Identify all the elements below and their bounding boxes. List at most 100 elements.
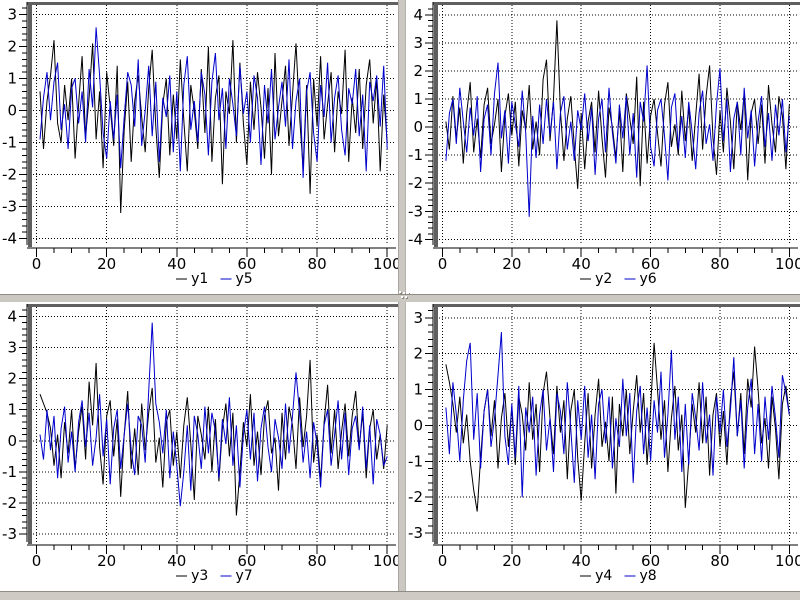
svg-text:0: 0: [7, 432, 17, 450]
svg-text:1: 1: [7, 70, 17, 88]
svg-text:100: 100: [373, 552, 398, 570]
svg-text:3: 3: [7, 338, 17, 356]
svg-text:4: 4: [7, 307, 17, 325]
series-y6: [445, 62, 790, 217]
svg-text:3: 3: [413, 309, 423, 327]
svg-text:-3: -3: [408, 202, 423, 220]
x-tick-labels: 0 20 40 60 80 100: [438, 552, 800, 570]
svg-text:20: 20: [502, 255, 521, 273]
svg-text:0: 0: [438, 255, 448, 273]
y-tick-labels: 3 2 1 0 -1 -2 -3: [408, 309, 423, 542]
y-axis: [425, 304, 434, 542]
grid-lines: [439, 307, 798, 542]
svg-text:y2: y2: [595, 271, 612, 287]
bottom-resize-bar[interactable]: [0, 591, 800, 600]
svg-text:60: 60: [641, 552, 660, 570]
svg-text:0: 0: [32, 552, 42, 570]
svg-text:100: 100: [775, 552, 800, 570]
x-tick-labels: 0 20 40 60 80 100: [438, 255, 800, 273]
svg-text:80: 80: [308, 552, 327, 570]
svg-text:60: 60: [237, 255, 256, 273]
chart-canvas[interactable]: 4 3 2 1 0 -1 -2 -3 0 20 40 60 80 100 y3 y7: [0, 302, 398, 591]
svg-text:-1: -1: [408, 146, 423, 164]
y-axis: [425, 2, 434, 245]
svg-text:2: 2: [413, 62, 423, 80]
x-axis: [433, 247, 798, 257]
horizontal-splitter[interactable]: [0, 294, 800, 302]
chart-canvas[interactable]: 3 2 1 0 -1 -2 -3 -4 0 20 40 60 80 100 y1 y5: [0, 0, 398, 294]
svg-text:-2: -2: [2, 166, 17, 184]
chart-canvas[interactable]: 4 3 2 1 0 -1 -2 -3 -4 0 20 40 60 80 100 y2 y6: [406, 0, 800, 294]
x-axis: [27, 247, 396, 257]
svg-text:2: 2: [7, 370, 17, 388]
svg-text:-3: -3: [408, 524, 423, 542]
svg-text:40: 40: [167, 255, 186, 273]
svg-text:-2: -2: [408, 488, 423, 506]
svg-text:-1: -1: [2, 134, 17, 152]
plot-frame: [27, 304, 398, 544]
y-tick-labels: 4 3 2 1 0 -1 -2 -3: [2, 307, 17, 543]
svg-text:80: 80: [308, 255, 327, 273]
plot-frame: [433, 304, 800, 544]
svg-text:3: 3: [7, 6, 17, 24]
y-tick-labels: 3 2 1 0 -1 -2 -3 -4: [2, 6, 17, 248]
series-y3: [39, 359, 388, 516]
svg-text:y8: y8: [640, 568, 657, 584]
svg-text:4: 4: [413, 6, 423, 24]
svg-text:3: 3: [413, 34, 423, 52]
svg-text:y5: y5: [236, 271, 253, 287]
grid-lines: [33, 5, 396, 245]
svg-text:-2: -2: [2, 494, 17, 512]
svg-text:40: 40: [167, 552, 186, 570]
svg-text:-2: -2: [408, 174, 423, 192]
svg-text:-4: -4: [2, 230, 17, 248]
svg-text:0: 0: [413, 416, 423, 434]
legend: y1 y5: [176, 271, 253, 287]
svg-text:20: 20: [97, 552, 116, 570]
y-axis: [19, 304, 28, 542]
svg-text:0: 0: [413, 118, 423, 136]
svg-text:0: 0: [7, 102, 17, 120]
plot-panel-y2-y6[interactable]: 4 3 2 1 0 -1 -2 -3 -4 0 20 40 60 80 100 y2 y6: [406, 0, 800, 294]
legend: y3 y7: [176, 568, 253, 584]
grid-lines: [439, 5, 798, 245]
svg-text:40: 40: [572, 255, 591, 273]
svg-text:y3: y3: [191, 568, 208, 584]
svg-text:-4: -4: [408, 230, 423, 248]
svg-text:60: 60: [641, 255, 660, 273]
x-tick-labels: 0 20 40 60 80 100: [32, 552, 398, 570]
plot-frame: [27, 2, 398, 247]
plot-frame: [433, 2, 800, 247]
svg-text:1: 1: [7, 401, 17, 419]
svg-text:2: 2: [413, 345, 423, 363]
svg-text:y7: y7: [236, 568, 253, 584]
svg-text:40: 40: [572, 552, 591, 570]
svg-text:20: 20: [97, 255, 116, 273]
splitter-grip-icon: [399, 291, 411, 300]
y-tick-labels: 4 3 2 1 0 -1 -2 -3 -4: [408, 6, 423, 249]
x-axis: [27, 544, 396, 554]
series-y7: [39, 322, 388, 507]
series-y1: [39, 40, 388, 214]
legend: y2 y6: [580, 271, 657, 287]
svg-text:y6: y6: [640, 271, 657, 287]
svg-text:100: 100: [373, 255, 398, 273]
plot-panel-y1-y5[interactable]: 3 2 1 0 -1 -2 -3 -4 0 20 40 60 80 100 y1 y5: [0, 0, 398, 294]
svg-text:1: 1: [413, 381, 423, 399]
svg-text:y4: y4: [595, 568, 612, 584]
svg-text:-1: -1: [408, 452, 423, 470]
plot-panel-y3-y7[interactable]: 4 3 2 1 0 -1 -2 -3 0 20 40 60 80 100 y3 y7: [0, 302, 398, 591]
svg-text:-1: -1: [2, 463, 17, 481]
plot-panel-y4-y8[interactable]: 3 2 1 0 -1 -2 -3 0 20 40 60 80 100 y4 y8: [406, 302, 800, 591]
svg-text:60: 60: [237, 552, 256, 570]
chart-canvas[interactable]: 3 2 1 0 -1 -2 -3 0 20 40 60 80 100 y4 y8: [406, 302, 800, 591]
svg-text:1: 1: [413, 90, 423, 108]
svg-text:0: 0: [438, 552, 448, 570]
svg-text:y1: y1: [191, 271, 208, 287]
svg-text:0: 0: [32, 255, 42, 273]
svg-text:80: 80: [710, 255, 729, 273]
y-axis: [19, 2, 28, 245]
series-y5: [39, 27, 388, 178]
x-axis: [433, 544, 798, 554]
legend: y4 y8: [580, 568, 657, 584]
